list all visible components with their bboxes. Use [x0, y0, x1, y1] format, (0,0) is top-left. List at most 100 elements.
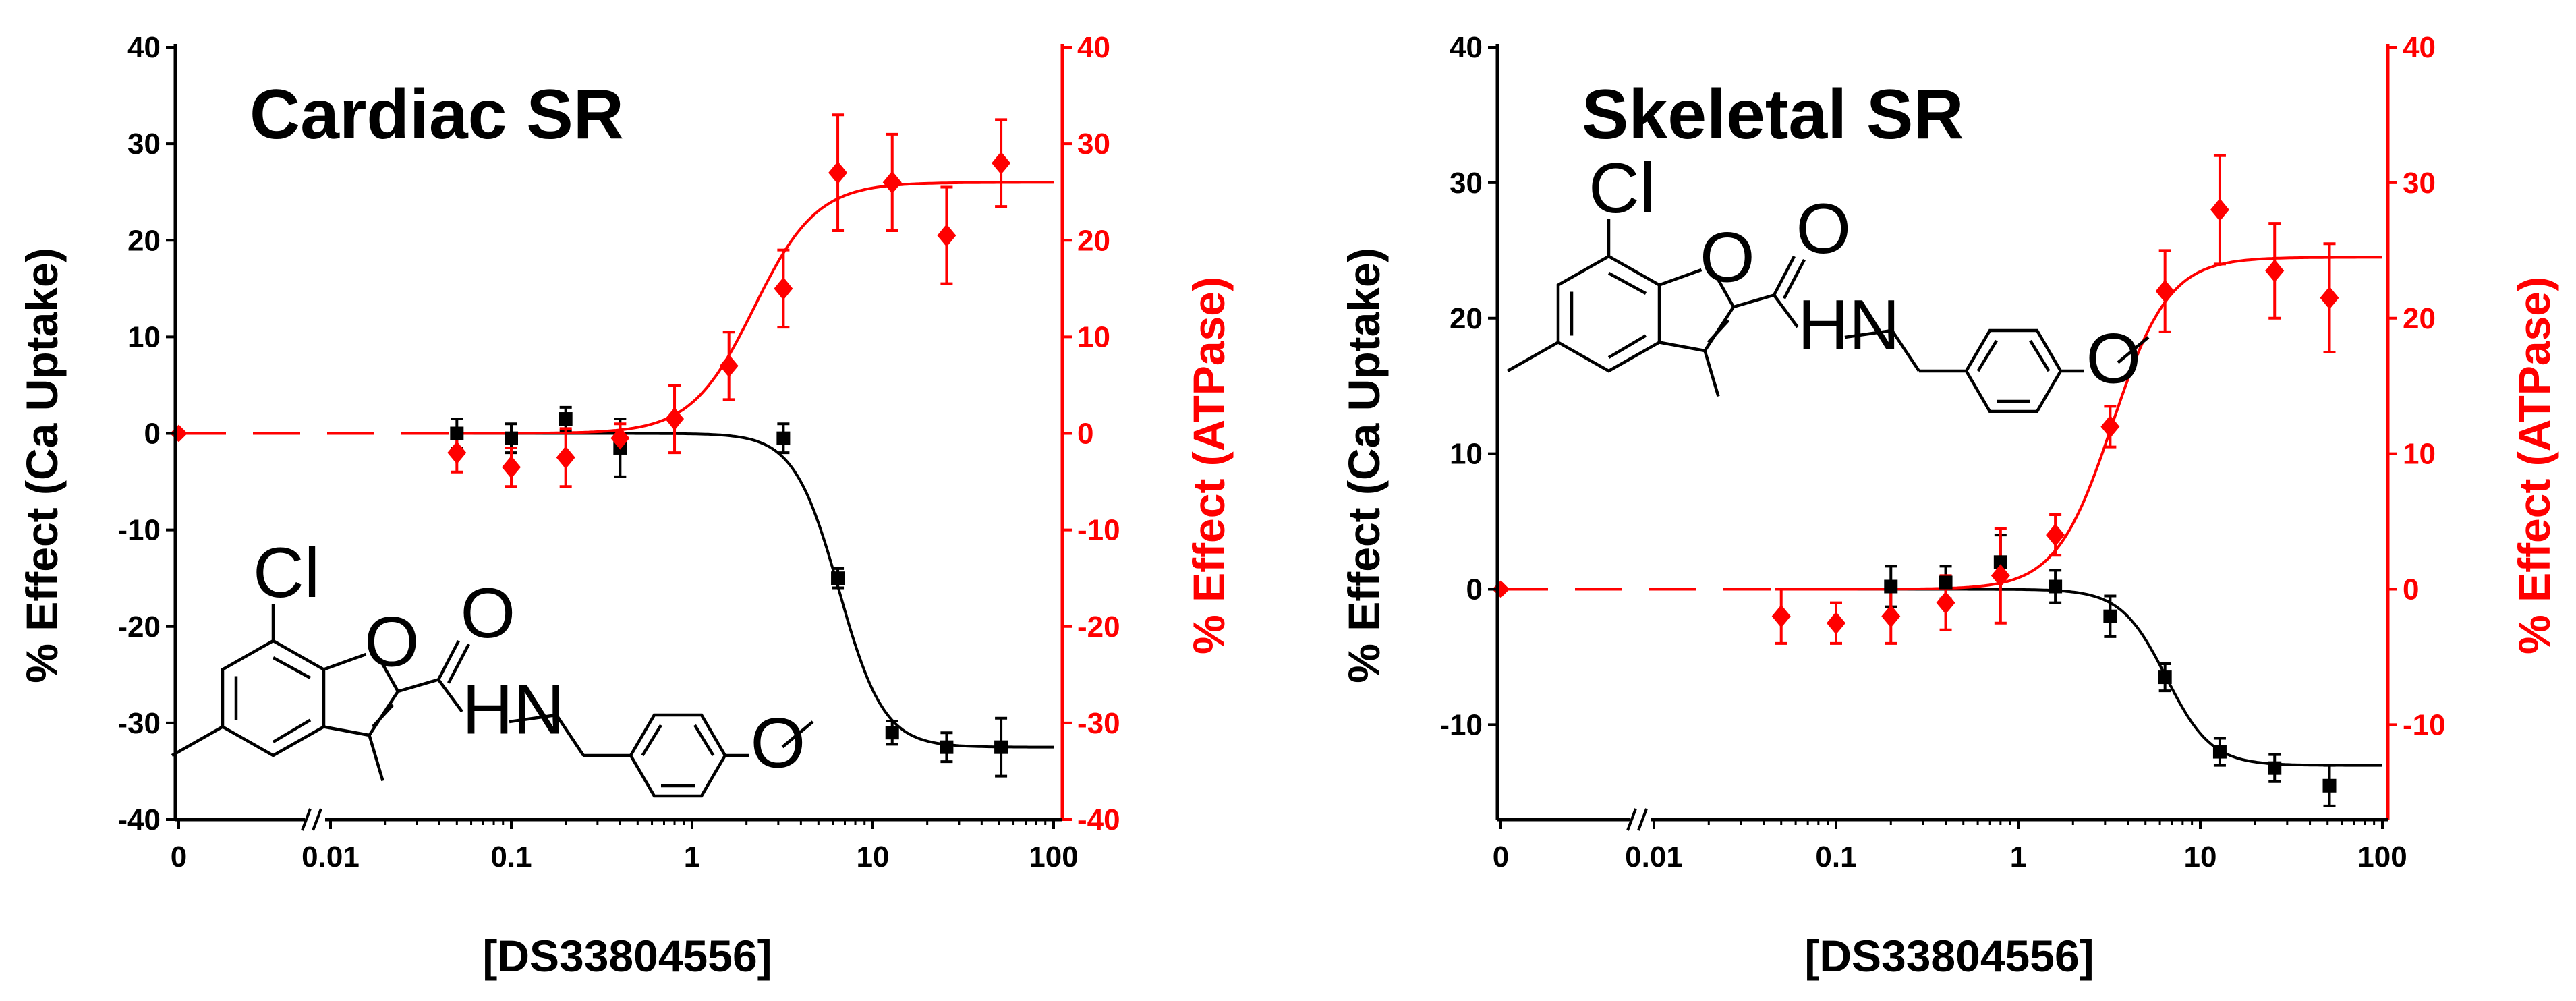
chemical-structure: Cl O O HN O [171, 534, 814, 798]
carbonyl-oxygen-label: O [461, 574, 516, 653]
right-y-tick-label: -20 [1077, 610, 1120, 644]
right-y-tick-label: 0 [2403, 573, 2419, 606]
right-y-tick-label: -40 [1077, 803, 1120, 836]
x-axis-title: [DS33804556] [482, 931, 772, 981]
amide-nh-label: HN [1798, 286, 1900, 365]
axis-break-mark [1626, 808, 1637, 831]
x-tick-label: 10 [2184, 840, 2217, 874]
left-axis-title: % Effect (Ca Uptake) [17, 248, 67, 683]
x-tick-label: 10 [857, 840, 890, 874]
panel-title: Cardiac SR [250, 76, 624, 154]
left-y-tick-label: 20 [127, 224, 161, 257]
right-y-tick-label: 40 [1077, 31, 1110, 64]
ring-oxygen-label: O [364, 603, 420, 682]
right-y-tick-label: 10 [2403, 438, 2436, 471]
data-point-atpase [1936, 591, 1955, 614]
axis-break-mark [1637, 808, 1648, 831]
chlorine-label: Cl [253, 534, 320, 612]
amide-nh-label: HN [462, 670, 565, 749]
data-point-atpase [502, 455, 521, 479]
chemical-structure: Cl O O HN O [1506, 149, 2150, 413]
right-y-tick-label: 20 [2403, 302, 2436, 335]
right-y-tick-label: -10 [2403, 708, 2446, 741]
left-y-tick-label: 10 [1450, 438, 1483, 471]
data-point-ca-uptake [1993, 555, 2007, 569]
fit-curve-ca-uptake [1781, 588, 2382, 767]
data-point-atpase [828, 161, 848, 185]
data-point-ca-uptake [994, 740, 1008, 754]
x-tick-label: 1 [2010, 840, 2026, 874]
right-y-tick-label: 10 [1077, 320, 1110, 353]
left-y-tick-label: 40 [1450, 31, 1483, 64]
chlorine-label: Cl [1588, 149, 1655, 228]
left-y-tick-label: -20 [117, 610, 161, 644]
data-point-atpase [665, 407, 685, 431]
axis-break-mark [312, 808, 322, 831]
data-point-atpase [447, 441, 467, 465]
right-axis-title: % Effect (ATPase) [1184, 277, 1234, 654]
left-y-tick-label: -10 [117, 514, 161, 547]
data-point-atpase [556, 446, 575, 469]
right-y-tick-label: -10 [1077, 514, 1120, 547]
fit-curve-atpase [457, 181, 1054, 435]
methoxy-oxygen-label: O [2086, 320, 2142, 399]
data-point-atpase [937, 224, 956, 248]
data-point-atpase [882, 171, 902, 194]
left-y-tick-label: 0 [144, 418, 161, 451]
left-y-tick-label: -40 [117, 803, 161, 836]
x-tick-label: 100 [1029, 840, 1078, 874]
x-tick-label: 0 [1493, 840, 1509, 874]
fit-curve-atpase [1781, 256, 2382, 591]
ring-oxygen-label: O [1700, 219, 1755, 297]
x-tick-label: 100 [2357, 840, 2407, 874]
right-y-tick-label: 30 [2403, 167, 2436, 200]
data-point-atpase [2210, 198, 2229, 222]
data-point-atpase [2265, 259, 2285, 283]
data-point-ca-uptake [940, 740, 954, 754]
data-point-atpase [1827, 611, 1845, 635]
x-tick-label: 1 [684, 840, 700, 874]
data-point-atpase [2046, 523, 2065, 547]
right-y-tick-label: -30 [1077, 707, 1120, 740]
left-y-tick-label: 40 [127, 31, 161, 64]
panel-cardiac-sr: 0 0.01 0.1 1 10 100403020100-10-20-30-4040302… [17, 31, 1234, 981]
data-point-atpase [774, 277, 793, 300]
x-tick-label: 0 [171, 840, 187, 874]
left-y-tick-label: -10 [1439, 708, 1483, 741]
left-y-tick-label: 0 [1466, 573, 1483, 606]
data-point-ca-uptake [2268, 761, 2282, 775]
data-point-atpase [1991, 564, 2010, 588]
right-y-tick-label: 0 [1077, 418, 1093, 451]
data-point-ca-uptake [2049, 579, 2063, 594]
data-point-ca-uptake [831, 571, 845, 585]
data-point-ca-uptake [450, 426, 464, 440]
data-point-atpase [992, 151, 1011, 175]
data-point-ca-uptake [2322, 778, 2337, 793]
left-y-tick-label: 30 [1450, 167, 1483, 200]
data-point-ca-uptake [2103, 609, 2117, 623]
data-point-atpase [2320, 286, 2339, 310]
data-point-atpase [719, 354, 739, 378]
x-tick-label: 0.01 [302, 840, 360, 874]
x-tick-label: 0.01 [1625, 840, 1683, 874]
data-point-ca-uptake [1939, 575, 1953, 590]
data-point-atpase [2100, 415, 2120, 438]
data-point-ca-uptake [776, 431, 791, 445]
data-point-ca-uptake [885, 726, 899, 740]
data-point-atpase [1771, 604, 1791, 628]
left-y-tick-label: 30 [127, 127, 161, 161]
x-tick-label: 0.1 [490, 840, 532, 874]
left-axis-title: % Effect (Ca Uptake) [1339, 248, 1389, 683]
data-point-ca-uptake [2212, 745, 2227, 759]
axis-break-mark [301, 808, 312, 831]
data-point-atpase [2155, 279, 2175, 303]
data-point-ca-uptake [1884, 579, 1898, 594]
left-y-tick-label: 10 [127, 320, 161, 353]
panel-title: Skeletal SR [1582, 76, 1964, 154]
data-point-atpase [1881, 604, 1901, 628]
carbonyl-oxygen-label: O [1796, 190, 1852, 268]
data-point-ca-uptake [2158, 670, 2172, 685]
right-y-tick-label: 30 [1077, 127, 1110, 161]
